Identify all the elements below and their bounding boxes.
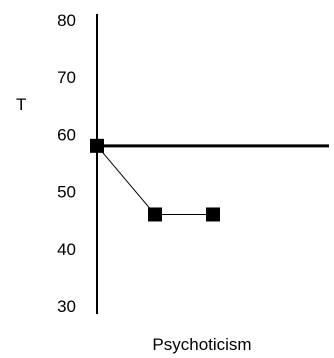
y-tick-labels: 30 40 50 60 70 80 <box>57 11 76 316</box>
y-tick-label: 70 <box>57 68 76 87</box>
series-markers <box>90 138 220 222</box>
y-tick-label: 40 <box>57 240 76 259</box>
x-axis-title: Psychoticism <box>152 335 251 354</box>
data-point <box>206 207 220 222</box>
y-tick-label: 30 <box>57 297 76 316</box>
series-line <box>96 145 213 215</box>
y-tick-label: 60 <box>57 125 76 144</box>
data-point <box>148 207 162 222</box>
y-tick-label: 50 <box>57 183 76 202</box>
data-point <box>90 138 104 153</box>
y-axis-title: T <box>16 95 26 114</box>
y-tick-label: 80 <box>57 11 76 30</box>
